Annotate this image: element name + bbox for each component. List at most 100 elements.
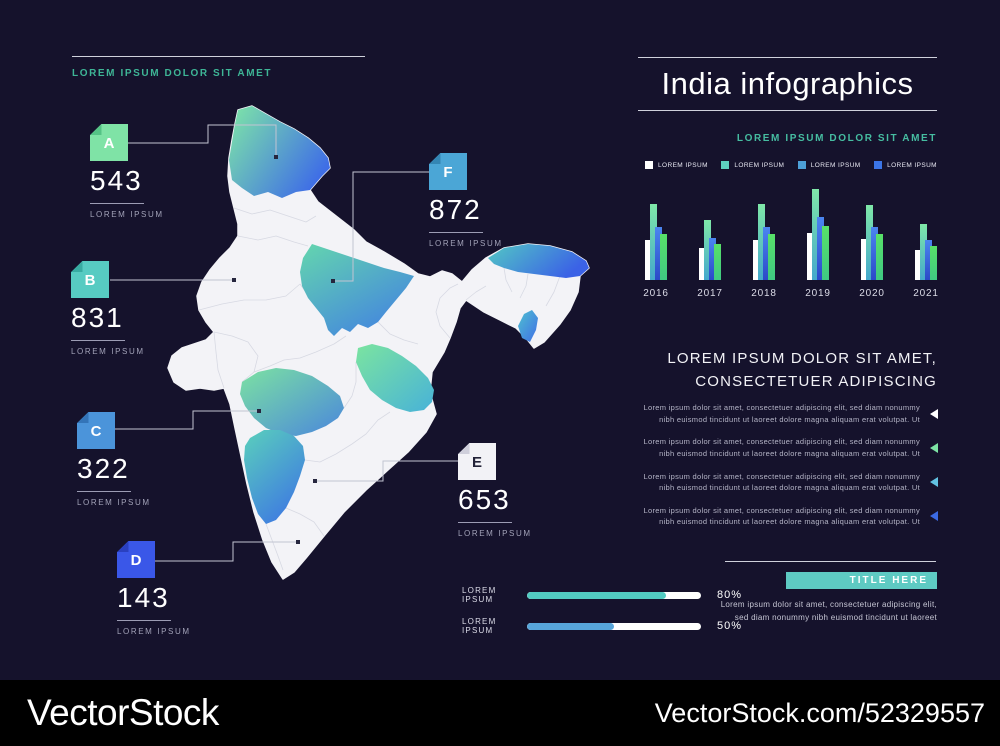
marker-D-underline <box>117 620 171 622</box>
marker-B-underline <box>71 340 125 342</box>
connector-d <box>154 541 297 562</box>
marker-B-badge: B <box>71 261 109 298</box>
bar-lorem-ipsum-teal-2020 <box>866 205 873 280</box>
marker-D-label: LOREM IPSUM <box>117 627 191 637</box>
bar-lorem-ipsum-blue-2019 <box>817 217 824 280</box>
marker-A-badge: A <box>90 124 128 161</box>
title-box-rule <box>725 561 936 562</box>
legend-item: LOREM IPSUM <box>797 161 861 169</box>
bar-chart: 2016 2017 2018 2019 2020 2021 <box>643 185 938 299</box>
bullet-text: Lorem ipsum dolor sit amet, consectetuer… <box>643 471 920 493</box>
state-uttar-pradesh <box>300 244 414 336</box>
x-tick-2021: 2021 <box>913 288 939 299</box>
marker-E-underline <box>458 522 512 524</box>
connector-lines <box>110 124 458 562</box>
connector-e <box>317 460 458 482</box>
marker-B-label: LOREM IPSUM <box>71 347 145 357</box>
dot-d <box>296 540 300 544</box>
marker-D-letter: D <box>130 551 142 569</box>
bar-lorem-ipsum-teal-2017 <box>704 220 711 280</box>
dot-b <box>232 278 236 282</box>
legend-label: LOREM IPSUM <box>810 161 861 169</box>
state-arunachal <box>488 244 589 278</box>
marker-E-badge: E <box>458 443 496 480</box>
progress-row: LOREM IPSUM 80% <box>462 586 742 604</box>
list-item: Lorem ipsum dolor sit amet, consectetuer… <box>638 505 938 528</box>
marker-C-badge: C <box>77 412 115 449</box>
marker-C-letter: C <box>90 422 102 440</box>
marker-F-value: 872 <box>429 194 482 225</box>
connector-c <box>114 410 258 430</box>
progress-percent: 80% <box>716 589 743 601</box>
bullet-text: Lorem ipsum dolor sit amet, consectetuer… <box>643 505 920 527</box>
x-tick-2016: 2016 <box>643 288 669 299</box>
bar-lorem-ipsum-green-2017 <box>714 244 721 280</box>
arrow-left-icon <box>930 511 938 522</box>
bar-lorem-ipsum-blue-2016 <box>655 227 662 280</box>
marker-B-value: 831 <box>71 302 124 333</box>
chart-legend: LOREM IPSUM LOREM IPSUM LOREM IPSUM LORE… <box>645 161 937 169</box>
bar-lorem-ipsum-white-2018 <box>753 240 760 280</box>
bar-lorem-ipsum-green-2016 <box>660 234 667 280</box>
progress-track <box>527 591 701 599</box>
bar-lorem-ipsum-blue-2017 <box>709 238 716 280</box>
marker-B: B 831 LOREM IPSUM <box>71 261 231 356</box>
state-mizoram <box>518 310 538 342</box>
bar-group-2021: 2021 <box>913 185 938 299</box>
bar-group-2020: 2020 <box>859 185 884 299</box>
marker-F-underline <box>429 232 483 234</box>
bar-lorem-ipsum-teal-2016 <box>650 204 657 280</box>
bar-lorem-ipsum-white-2020 <box>861 239 868 280</box>
title-bottom-rule <box>638 110 937 111</box>
highlighted-states <box>229 106 589 524</box>
marker-D-value: 143 <box>117 582 170 613</box>
bar-group-2017: 2017 <box>697 185 722 299</box>
marker-C-label: LOREM IPSUM <box>77 498 151 508</box>
bar-lorem-ipsum-green-2021 <box>930 246 937 280</box>
title-box-desc-line1: Lorem ipsum dolor sit amet, consectetuer… <box>720 600 937 609</box>
arrow-left-icon <box>930 442 938 453</box>
marker-E-value: 653 <box>458 484 511 515</box>
marker-A: A 543 LOREM IPSUM <box>90 124 250 219</box>
watermark-url: VectorStock.com/52329557 <box>654 697 985 728</box>
left-top-divider <box>72 56 365 57</box>
legend-label: LOREM IPSUM <box>658 161 708 169</box>
x-tick-2019: 2019 <box>805 288 831 299</box>
fold-icon <box>117 541 129 553</box>
vectorstock-logo: VectorStock <box>27 692 219 733</box>
marker-F-label: LOREM IPSUM <box>429 239 503 249</box>
bar-lorem-ipsum-green-2018 <box>768 234 775 280</box>
legend-label: LOREM IPSUM <box>887 161 937 169</box>
arrow-left-icon <box>930 477 938 488</box>
legend-swatch-icon <box>721 161 730 169</box>
legend-item: LOREM IPSUM <box>645 161 708 169</box>
bar-lorem-ipsum-blue-2020 <box>871 227 878 280</box>
section-heading: LOREM IPSUM DOLOR SIT AMET, CONSECTETUER… <box>638 348 937 393</box>
progress-track <box>527 622 701 630</box>
bullet-text: Lorem ipsum dolor sit amet, consectetuer… <box>643 437 920 458</box>
progress-row: LOREM IPSUM 50% <box>462 617 742 635</box>
marker-F-letter: F <box>443 163 453 181</box>
state-karnataka <box>244 430 305 524</box>
bar-group-2018: 2018 <box>751 185 776 299</box>
bar-lorem-ipsum-blue-2018 <box>763 227 770 280</box>
marker-D-badge: D <box>117 541 155 578</box>
page-title: India infographics <box>661 66 914 101</box>
x-tick-2018: 2018 <box>751 288 777 299</box>
list-item: Lorem ipsum dolor sit amet, consectetuer… <box>638 471 938 494</box>
bar-lorem-ipsum-white-2016 <box>645 240 652 280</box>
bar-group-2016: 2016 <box>643 185 668 299</box>
fold-icon <box>90 124 102 136</box>
legend-swatch-icon <box>645 161 653 169</box>
legend-swatch-icon <box>797 161 806 169</box>
bar-lorem-ipsum-white-2017 <box>699 248 706 280</box>
bar-group-2019: 2019 <box>805 185 830 299</box>
bar-lorem-ipsum-teal-2021 <box>920 224 927 280</box>
progress-section: LOREM IPSUM 80% LOREM IPSUM 50% <box>462 586 742 648</box>
list-item: Lorem ipsum dolor sit amet, consectetuer… <box>638 402 938 425</box>
marker-C-value: 322 <box>77 453 130 484</box>
india-map <box>110 105 590 580</box>
bullet-text: Lorem ipsum dolor sit amet, consectetuer… <box>643 403 920 424</box>
title-top-rule <box>638 57 937 58</box>
